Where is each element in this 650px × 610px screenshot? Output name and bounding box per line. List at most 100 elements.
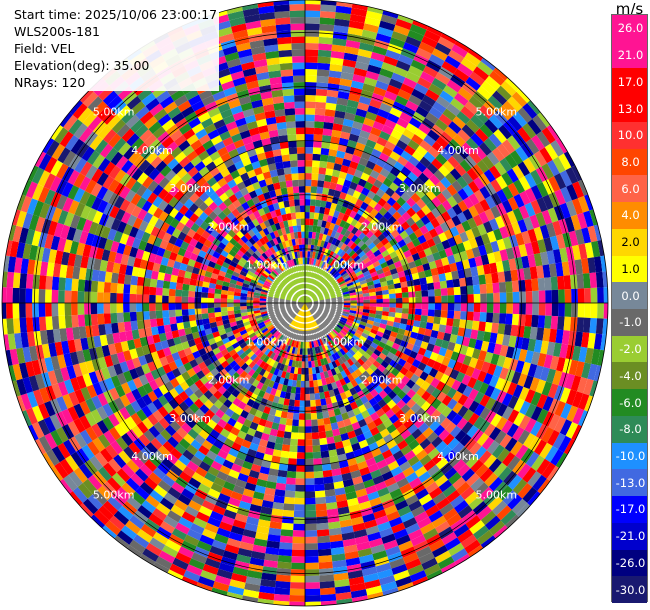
velocity-gate — [350, 303, 357, 306]
velocity-gate — [261, 272, 269, 279]
velocity-gate — [444, 537, 461, 551]
velocity-gate — [290, 17, 305, 24]
velocity-gate — [465, 137, 479, 151]
velocity-gate — [299, 205, 305, 213]
velocity-gate — [336, 447, 346, 456]
velocity-gate — [428, 106, 443, 119]
velocity-gate — [169, 251, 178, 261]
velocity-gate — [339, 378, 347, 387]
velocity-gate — [90, 313, 99, 326]
velocity-gate — [51, 276, 60, 291]
velocity-gate — [305, 4, 321, 11]
velocity-gate — [244, 347, 252, 356]
velocity-gate — [124, 189, 137, 203]
velocity-gate — [480, 233, 491, 245]
velocity-gate — [546, 124, 560, 141]
velocity-gate — [198, 235, 207, 245]
velocity-gate — [119, 406, 131, 420]
velocity-gate — [307, 257, 310, 265]
velocity-gate — [246, 308, 254, 313]
velocity-gate — [281, 516, 294, 524]
velocity-gate — [402, 106, 416, 118]
velocity-gate — [357, 240, 365, 248]
velocity-gate — [536, 393, 548, 409]
velocity-gate — [289, 601, 305, 606]
velocity-gate — [139, 463, 153, 477]
velocity-gate — [220, 348, 229, 357]
velocity-gate — [446, 387, 457, 399]
velocity-gate — [387, 551, 403, 563]
velocity-gate — [448, 472, 462, 485]
velocity-gate — [340, 131, 351, 140]
velocity-gate — [28, 424, 39, 441]
velocity-gate — [213, 381, 223, 391]
velocity-gate — [282, 437, 291, 446]
velocity-gate — [227, 229, 237, 238]
velocity-gate — [319, 437, 328, 446]
velocity-gate — [7, 333, 17, 350]
velocity-gate — [375, 188, 386, 198]
velocity-gate — [411, 202, 422, 214]
velocity-gate — [355, 108, 368, 118]
velocity-gate — [275, 436, 284, 445]
velocity-gate — [372, 278, 381, 285]
velocity-gate — [73, 467, 88, 483]
velocity-gate — [327, 409, 336, 418]
velocity-gate — [453, 252, 462, 263]
velocity-gate — [574, 361, 585, 378]
velocity-gate — [512, 111, 528, 128]
velocity-gate — [73, 403, 85, 419]
velocity-gate — [292, 412, 300, 420]
velocity-gate — [409, 246, 418, 256]
velocity-gate — [428, 83, 444, 96]
velocity-gate — [175, 303, 182, 310]
velocity-gate — [358, 232, 366, 241]
velocity-gate — [120, 432, 134, 447]
near-field-dot — [306, 276, 309, 278]
velocity-gate — [220, 298, 228, 303]
velocity-gate — [327, 341, 334, 348]
velocity-gate — [480, 303, 487, 313]
velocity-gate — [174, 151, 187, 163]
velocity-gate — [236, 42, 251, 52]
velocity-gate — [209, 151, 221, 162]
velocity-gate — [129, 368, 139, 380]
velocity-gate — [486, 293, 494, 303]
velocity-gate — [239, 541, 254, 551]
velocity-gate — [280, 147, 290, 156]
velocity-gate — [214, 224, 223, 234]
velocity-gate — [431, 436, 443, 448]
velocity-gate — [493, 303, 500, 314]
velocity-gate — [127, 339, 136, 351]
velocity-gate — [328, 236, 335, 244]
velocity-gate — [9, 348, 19, 366]
velocity-gate — [394, 260, 403, 269]
velocity-gate — [256, 118, 268, 128]
velocity-gate — [230, 70, 245, 81]
velocity-gate — [104, 271, 113, 283]
velocity-gate — [340, 362, 348, 371]
velocity-gate — [487, 496, 503, 511]
velocity-gate — [313, 140, 322, 148]
near-field-dot — [309, 276, 312, 279]
velocity-gate — [355, 287, 363, 293]
velocity-gate — [111, 100, 127, 115]
velocity-gate — [97, 236, 108, 250]
velocity-gate — [247, 290, 255, 295]
velocity-gate — [113, 510, 130, 526]
velocity-gate — [249, 319, 257, 324]
velocity-gate — [158, 550, 176, 564]
velocity-gate — [259, 298, 267, 301]
velocity-gate — [353, 255, 361, 263]
velocity-gate — [249, 245, 258, 253]
velocity-gate — [316, 516, 329, 524]
velocity-gate — [264, 280, 272, 286]
velocity-gate — [411, 505, 426, 518]
velocity-gate — [247, 329, 255, 336]
velocity-gate — [484, 384, 495, 398]
velocity-gate — [279, 235, 285, 243]
velocity-gate — [468, 400, 480, 413]
velocity-gate — [40, 261, 49, 276]
velocity-gate — [357, 326, 365, 333]
velocity-gate — [305, 452, 314, 459]
